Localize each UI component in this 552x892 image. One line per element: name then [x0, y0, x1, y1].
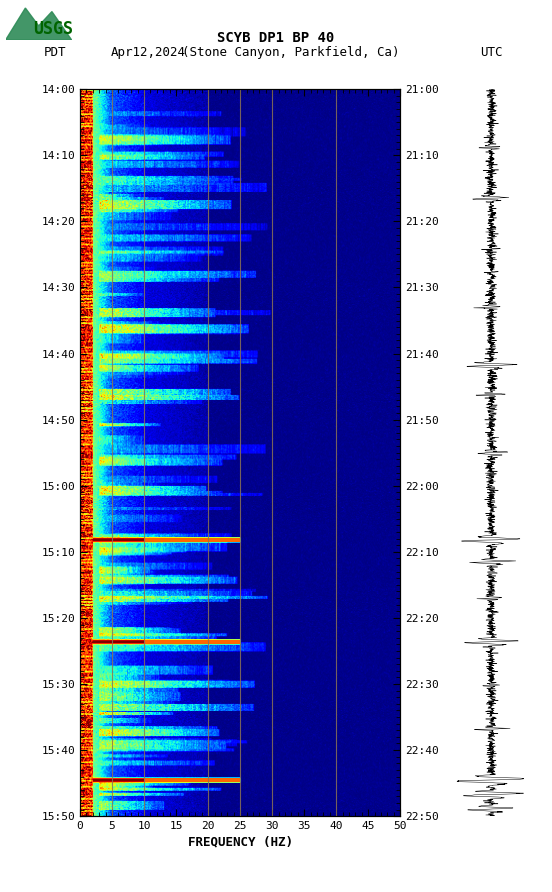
- Polygon shape: [6, 8, 72, 40]
- X-axis label: FREQUENCY (HZ): FREQUENCY (HZ): [188, 835, 293, 848]
- Text: PDT: PDT: [44, 46, 67, 60]
- Text: UTC: UTC: [480, 46, 503, 60]
- Text: (Stone Canyon, Parkfield, Ca): (Stone Canyon, Parkfield, Ca): [182, 46, 400, 60]
- Text: SCYB DP1 BP 40: SCYB DP1 BP 40: [217, 31, 335, 45]
- Text: Apr12,2024: Apr12,2024: [110, 46, 185, 60]
- Text: USGS: USGS: [33, 20, 73, 37]
